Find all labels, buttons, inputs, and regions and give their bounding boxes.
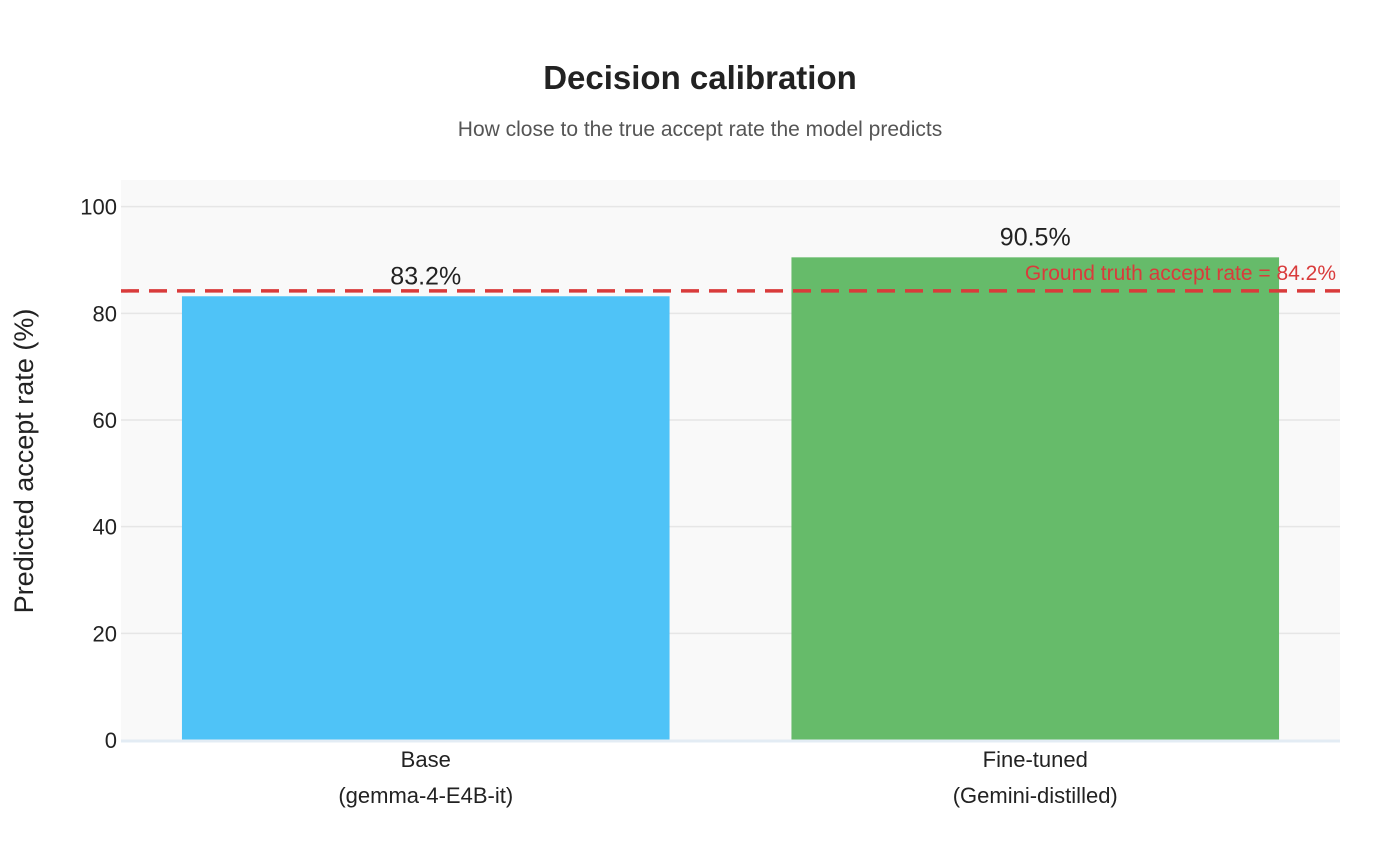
x-tick-label-1-1: Base [401, 747, 451, 772]
x-tick-label-2-1: Fine-tuned [983, 747, 1088, 772]
reference-line-group: Ground truth accept rate = 84.2% [121, 262, 1340, 293]
y-tick-label-40: 40 [93, 515, 117, 540]
y-axis-ticks: 0 20 40 60 80 100 [80, 195, 117, 753]
data-label-2: 90.5% [1000, 223, 1071, 251]
data-labels: 83.2% 90.5% [390, 223, 1070, 290]
x-tick-label-1-2: (gemma-4-E4B-it) [338, 783, 513, 808]
y-axis-label: Predicted accept rate (%) [9, 309, 39, 614]
data-label-1: 83.2% [390, 262, 461, 290]
y-tick-label-60: 60 [93, 408, 117, 433]
bar-2 [791, 257, 1280, 740]
y-tick-label-20: 20 [93, 621, 117, 646]
x-tick-label-2-2: (Gemini-distilled) [953, 783, 1118, 808]
chart-title: Decision calibration [543, 59, 857, 96]
x-axis-ticks: Base (gemma-4-E4B-it) Fine-tuned (Gemini-di… [338, 747, 1117, 808]
reference-line-label: Ground truth accept rate = 84.2% [1025, 262, 1336, 285]
y-tick-label-0: 0 [105, 728, 117, 753]
bar-1 [181, 296, 670, 740]
bars [181, 257, 1280, 740]
y-tick-label-80: 80 [93, 301, 117, 326]
chart-subtitle: How close to the true accept rate the mo… [458, 118, 942, 141]
y-tick-label-100: 100 [80, 195, 117, 220]
